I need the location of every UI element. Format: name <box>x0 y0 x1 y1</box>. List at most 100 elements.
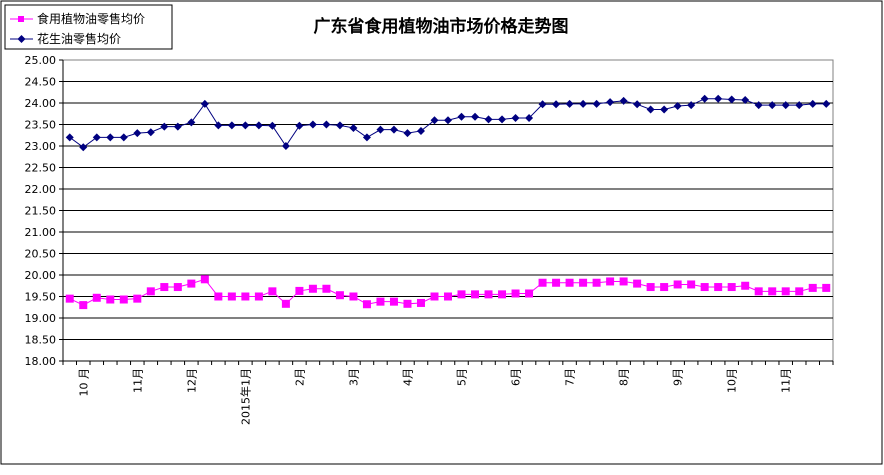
x-tick-label: 11月 <box>131 368 144 393</box>
x-tick-label: 3月 <box>347 368 360 386</box>
y-tick-label: 20.50 <box>25 248 57 261</box>
data-point <box>200 275 209 284</box>
chart-title: 广东省食用植物油市场价格走势图 <box>314 16 569 37</box>
x-tick-label: 6月 <box>510 368 523 386</box>
data-point <box>484 115 493 124</box>
data-point <box>592 99 601 108</box>
x-tick-label: 10 月 <box>77 368 90 397</box>
data-point <box>268 121 277 130</box>
y-tick-label: 21.50 <box>25 205 57 218</box>
data-point <box>241 292 250 301</box>
data-point <box>646 105 655 114</box>
y-axis: 18.00 18.50 19.00 19.50 20.00 20.50 21.00 21.50… <box>25 54 64 368</box>
data-point <box>660 283 669 292</box>
data-point <box>416 298 425 307</box>
data-point <box>808 99 817 108</box>
data-point <box>227 121 236 130</box>
data-point <box>579 99 588 108</box>
x-tick-label: 4月 <box>401 368 414 386</box>
data-point <box>403 299 412 308</box>
data-point <box>376 125 385 134</box>
data-point <box>565 278 574 287</box>
y-tick-label: 22.50 <box>25 162 57 175</box>
y-tick-label: 21.00 <box>25 226 57 239</box>
data-point <box>146 287 155 296</box>
x-tick-label: 12月 <box>185 368 198 393</box>
data-point <box>133 129 142 138</box>
x-tick-label: 8月 <box>618 368 631 386</box>
data-point <box>92 133 101 142</box>
series-layer <box>65 94 831 310</box>
data-point <box>106 133 115 142</box>
data-point <box>160 122 169 131</box>
series-1 <box>65 275 831 310</box>
data-point <box>633 279 642 288</box>
data-point <box>79 301 88 310</box>
data-point <box>606 277 615 286</box>
data-point <box>714 283 723 292</box>
data-point <box>538 278 547 287</box>
x-tick-label: 11月 <box>780 368 793 393</box>
data-point <box>160 283 169 292</box>
data-point <box>795 287 804 296</box>
data-point <box>227 292 236 301</box>
y-tick-label: 22.00 <box>25 183 57 196</box>
data-point <box>619 96 628 105</box>
data-point <box>376 297 385 306</box>
data-point <box>781 287 790 296</box>
legend-label-series-1: 食用植物油零售均价 <box>37 11 145 26</box>
data-point <box>741 95 750 104</box>
data-point <box>484 290 493 299</box>
data-point <box>430 116 439 125</box>
data-point <box>768 287 777 296</box>
x-tick-label: 10月 <box>726 368 739 393</box>
data-point <box>389 125 398 134</box>
data-point <box>727 95 736 104</box>
series-2 <box>65 94 831 152</box>
data-point <box>457 112 466 121</box>
legend: 食用植物油零售均价 花生油零售均价 <box>4 4 173 50</box>
data-point <box>673 102 682 111</box>
x-tick-label: 5月 <box>456 368 469 386</box>
data-point <box>119 295 128 304</box>
data-point <box>349 123 358 132</box>
data-point <box>241 121 250 130</box>
data-point <box>335 121 344 130</box>
data-point <box>498 115 507 124</box>
data-point <box>430 292 439 301</box>
data-point <box>457 290 466 299</box>
data-point <box>444 292 452 301</box>
data-point <box>673 280 682 289</box>
data-point <box>444 116 452 125</box>
data-point <box>606 98 615 107</box>
data-point <box>646 283 655 292</box>
legend-marker-series-1 <box>18 16 24 22</box>
data-point <box>619 277 628 286</box>
data-point <box>552 278 561 287</box>
data-point <box>187 279 196 288</box>
data-point <box>660 105 669 114</box>
data-point <box>754 287 763 296</box>
data-point <box>565 99 574 108</box>
x-tick-label: 2月 <box>293 368 306 386</box>
data-point <box>781 101 790 110</box>
data-point <box>822 283 831 292</box>
data-point <box>173 283 182 292</box>
data-point <box>187 118 196 127</box>
data-point <box>471 112 480 121</box>
data-point <box>525 289 534 298</box>
y-tick-label: 24.00 <box>25 97 57 110</box>
x-tick-label: 7月 <box>564 368 577 386</box>
data-point <box>471 290 480 299</box>
x-axis: 10 月 11月 12月 2015年1月 2月 3月 4月 5月 6月 7月 8月 9月 10月 11月 <box>62 360 834 425</box>
data-point <box>538 100 547 109</box>
data-point <box>714 94 723 103</box>
data-point <box>389 297 398 306</box>
data-point <box>416 126 425 135</box>
data-point <box>119 133 128 142</box>
data-point <box>525 114 534 123</box>
data-point <box>281 142 290 150</box>
data-point <box>511 114 520 123</box>
